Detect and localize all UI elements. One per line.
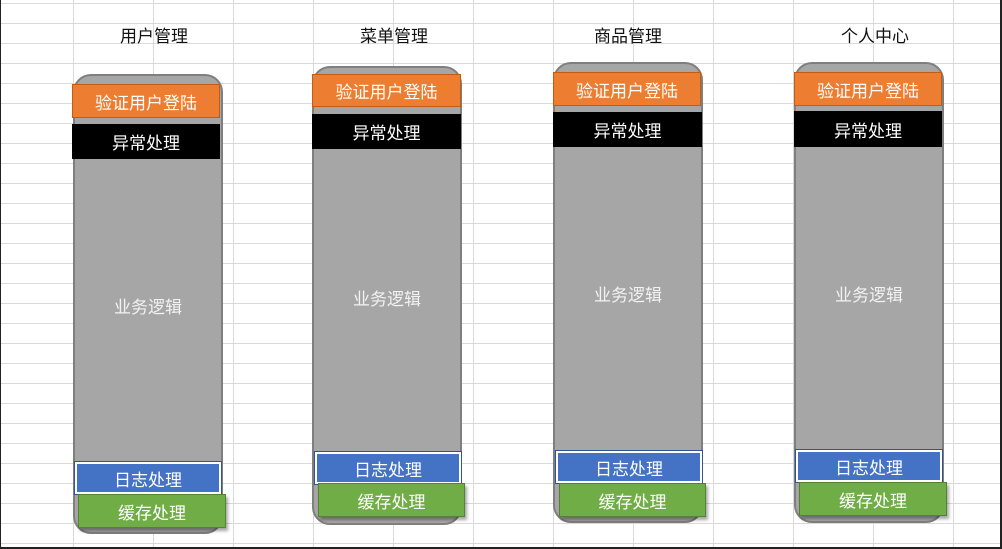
frame-border-bottom	[0, 547, 1002, 549]
business-layer: 业务逻辑	[594, 285, 662, 306]
business-layer: 业务逻辑	[835, 285, 903, 306]
exception-layer: 异常处理	[553, 112, 702, 147]
log-layer: 日志处理	[556, 451, 702, 483]
frame-border-left	[0, 0, 1, 549]
exception-layer: 异常处理	[72, 124, 220, 159]
auth-layer: 验证用户登陆	[312, 74, 461, 107]
business-layer: 业务逻辑	[353, 289, 421, 310]
column-title: 菜单管理	[360, 27, 428, 47]
auth-layer: 验证用户登陆	[794, 72, 942, 106]
auth-layer: 验证用户登陆	[553, 72, 701, 106]
cache-layer: 缓存处理	[799, 482, 947, 516]
cache-layer: 缓存处理	[559, 483, 706, 517]
cache-layer: 缓存处理	[318, 483, 465, 517]
frame-border-right	[1000, 0, 1002, 549]
business-layer: 业务逻辑	[114, 297, 182, 318]
column-title: 个人中心	[841, 27, 909, 47]
exception-layer: 异常处理	[312, 114, 461, 149]
log-layer: 日志处理	[75, 462, 221, 494]
log-layer: 日志处理	[796, 450, 942, 482]
cache-layer: 缓存处理	[78, 494, 226, 528]
column-title: 商品管理	[594, 27, 662, 47]
auth-layer: 验证用户登陆	[72, 84, 220, 118]
exception-layer: 异常处理	[794, 111, 942, 147]
column-title: 用户管理	[120, 27, 188, 47]
log-layer: 日志处理	[315, 452, 461, 484]
